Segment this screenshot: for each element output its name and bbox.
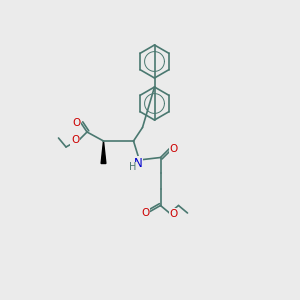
- Text: O: O: [71, 135, 79, 146]
- Text: N: N: [134, 157, 142, 170]
- Text: O: O: [170, 208, 178, 219]
- Polygon shape: [101, 141, 106, 164]
- Text: O: O: [141, 208, 149, 218]
- Text: O: O: [72, 118, 81, 128]
- Text: H: H: [129, 162, 137, 172]
- Text: O: O: [170, 143, 178, 154]
